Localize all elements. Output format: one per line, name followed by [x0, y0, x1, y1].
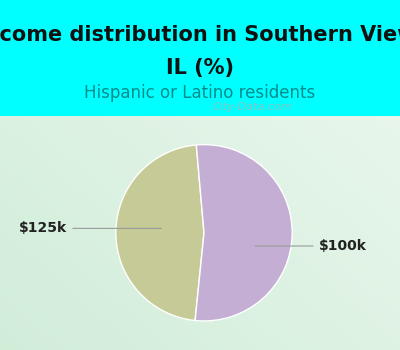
Wedge shape — [116, 145, 204, 321]
Text: $125k: $125k — [19, 222, 162, 236]
Text: IL (%): IL (%) — [166, 58, 234, 78]
Text: Hispanic or Latino residents: Hispanic or Latino residents — [84, 84, 316, 101]
Text: City-Data.com: City-Data.com — [213, 102, 292, 112]
Text: Income distribution in Southern View,: Income distribution in Southern View, — [0, 26, 400, 46]
Wedge shape — [195, 145, 292, 321]
Text: $100k: $100k — [255, 239, 366, 253]
